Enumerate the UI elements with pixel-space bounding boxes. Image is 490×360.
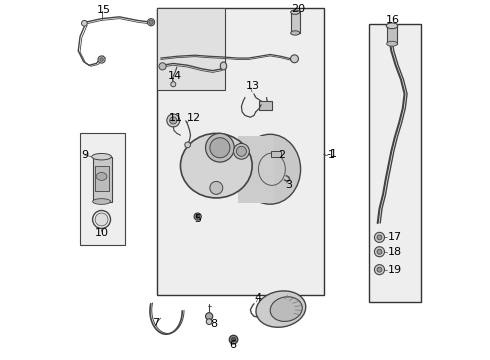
Ellipse shape	[220, 62, 227, 70]
Circle shape	[210, 181, 223, 194]
Bar	[157, 8, 324, 295]
Circle shape	[210, 138, 230, 158]
Ellipse shape	[92, 153, 111, 160]
Bar	[80, 134, 125, 244]
Ellipse shape	[93, 199, 111, 204]
Ellipse shape	[291, 31, 300, 35]
Circle shape	[206, 319, 212, 324]
Text: 5: 5	[194, 214, 201, 224]
Circle shape	[171, 82, 176, 87]
Circle shape	[236, 146, 246, 156]
Bar	[95, 166, 109, 191]
Circle shape	[291, 55, 298, 63]
Circle shape	[205, 134, 234, 162]
Circle shape	[374, 232, 385, 242]
Text: 10: 10	[95, 228, 109, 238]
Circle shape	[95, 213, 108, 226]
Text: 8: 8	[210, 319, 218, 329]
Ellipse shape	[387, 41, 397, 46]
Bar	[387, 26, 397, 44]
Text: 13: 13	[245, 81, 260, 91]
Ellipse shape	[96, 172, 107, 180]
Circle shape	[185, 142, 191, 148]
Circle shape	[149, 20, 153, 24]
Circle shape	[81, 21, 87, 26]
Text: 3: 3	[285, 180, 292, 190]
Bar	[157, 8, 225, 90]
Text: 7: 7	[152, 319, 160, 328]
Bar	[368, 24, 421, 302]
Text: 15: 15	[97, 5, 111, 15]
Text: 1: 1	[327, 150, 335, 160]
Ellipse shape	[256, 291, 306, 327]
Ellipse shape	[386, 23, 398, 29]
Text: 19: 19	[388, 265, 402, 275]
Text: 16: 16	[386, 15, 400, 26]
Ellipse shape	[180, 134, 252, 198]
Circle shape	[231, 337, 236, 342]
Text: 14: 14	[168, 71, 182, 81]
Text: 20: 20	[291, 4, 305, 14]
Text: 6: 6	[229, 340, 236, 350]
Circle shape	[194, 213, 201, 220]
Circle shape	[234, 143, 249, 159]
Ellipse shape	[240, 134, 300, 204]
Bar	[259, 101, 272, 110]
Ellipse shape	[270, 297, 302, 321]
Circle shape	[159, 63, 166, 70]
Bar	[238, 136, 274, 203]
Circle shape	[147, 19, 155, 26]
Circle shape	[377, 267, 382, 272]
Circle shape	[374, 247, 385, 257]
Circle shape	[205, 313, 213, 320]
Bar	[93, 157, 112, 202]
Circle shape	[374, 265, 385, 275]
Circle shape	[170, 117, 177, 124]
Text: 9: 9	[81, 150, 88, 160]
Text: -1: -1	[326, 149, 337, 159]
Text: 4: 4	[255, 293, 262, 303]
Circle shape	[377, 235, 382, 240]
Circle shape	[229, 335, 238, 344]
Text: 12: 12	[187, 113, 201, 123]
Circle shape	[100, 58, 103, 61]
Text: 18: 18	[388, 247, 402, 257]
Circle shape	[377, 249, 382, 254]
Ellipse shape	[291, 10, 300, 14]
Text: 17: 17	[388, 232, 402, 242]
Text: 11: 11	[169, 113, 183, 123]
Circle shape	[167, 114, 180, 127]
Circle shape	[196, 215, 199, 219]
Circle shape	[98, 56, 105, 63]
Bar	[271, 151, 281, 157]
Bar	[291, 12, 299, 33]
Text: 2: 2	[278, 149, 285, 159]
